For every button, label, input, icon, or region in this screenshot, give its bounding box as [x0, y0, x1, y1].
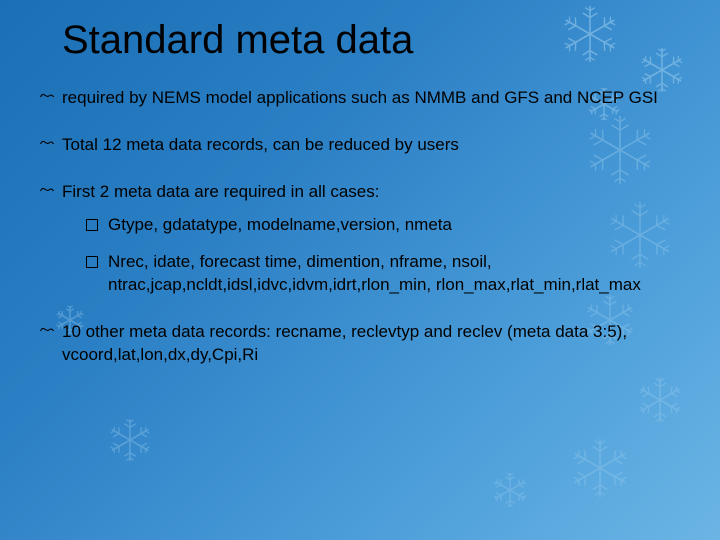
sub-bullet-list: Gtype, gdatatype, modelname,version, nme…: [62, 214, 680, 297]
sub-bullet-item: Gtype, gdatatype, modelname,version, nme…: [62, 214, 680, 237]
sub-bullet-item: Nrec, idate, forecast time, dimention, n…: [62, 251, 680, 297]
bullet-list: required by NEMS model applications such…: [40, 87, 680, 367]
bullet-text: First 2 meta data are required in all ca…: [62, 182, 379, 201]
slide-title: Standard meta data: [40, 18, 680, 63]
bullet-item: Total 12 meta data records, can be reduc…: [40, 134, 680, 157]
bullet-item: required by NEMS model applications such…: [40, 87, 680, 110]
slide: Standard meta data required by NEMS mode…: [0, 0, 720, 540]
bullet-item: First 2 meta data are required in all ca…: [40, 181, 680, 297]
bullet-item: 10 other meta data records: recname, rec…: [40, 321, 680, 367]
